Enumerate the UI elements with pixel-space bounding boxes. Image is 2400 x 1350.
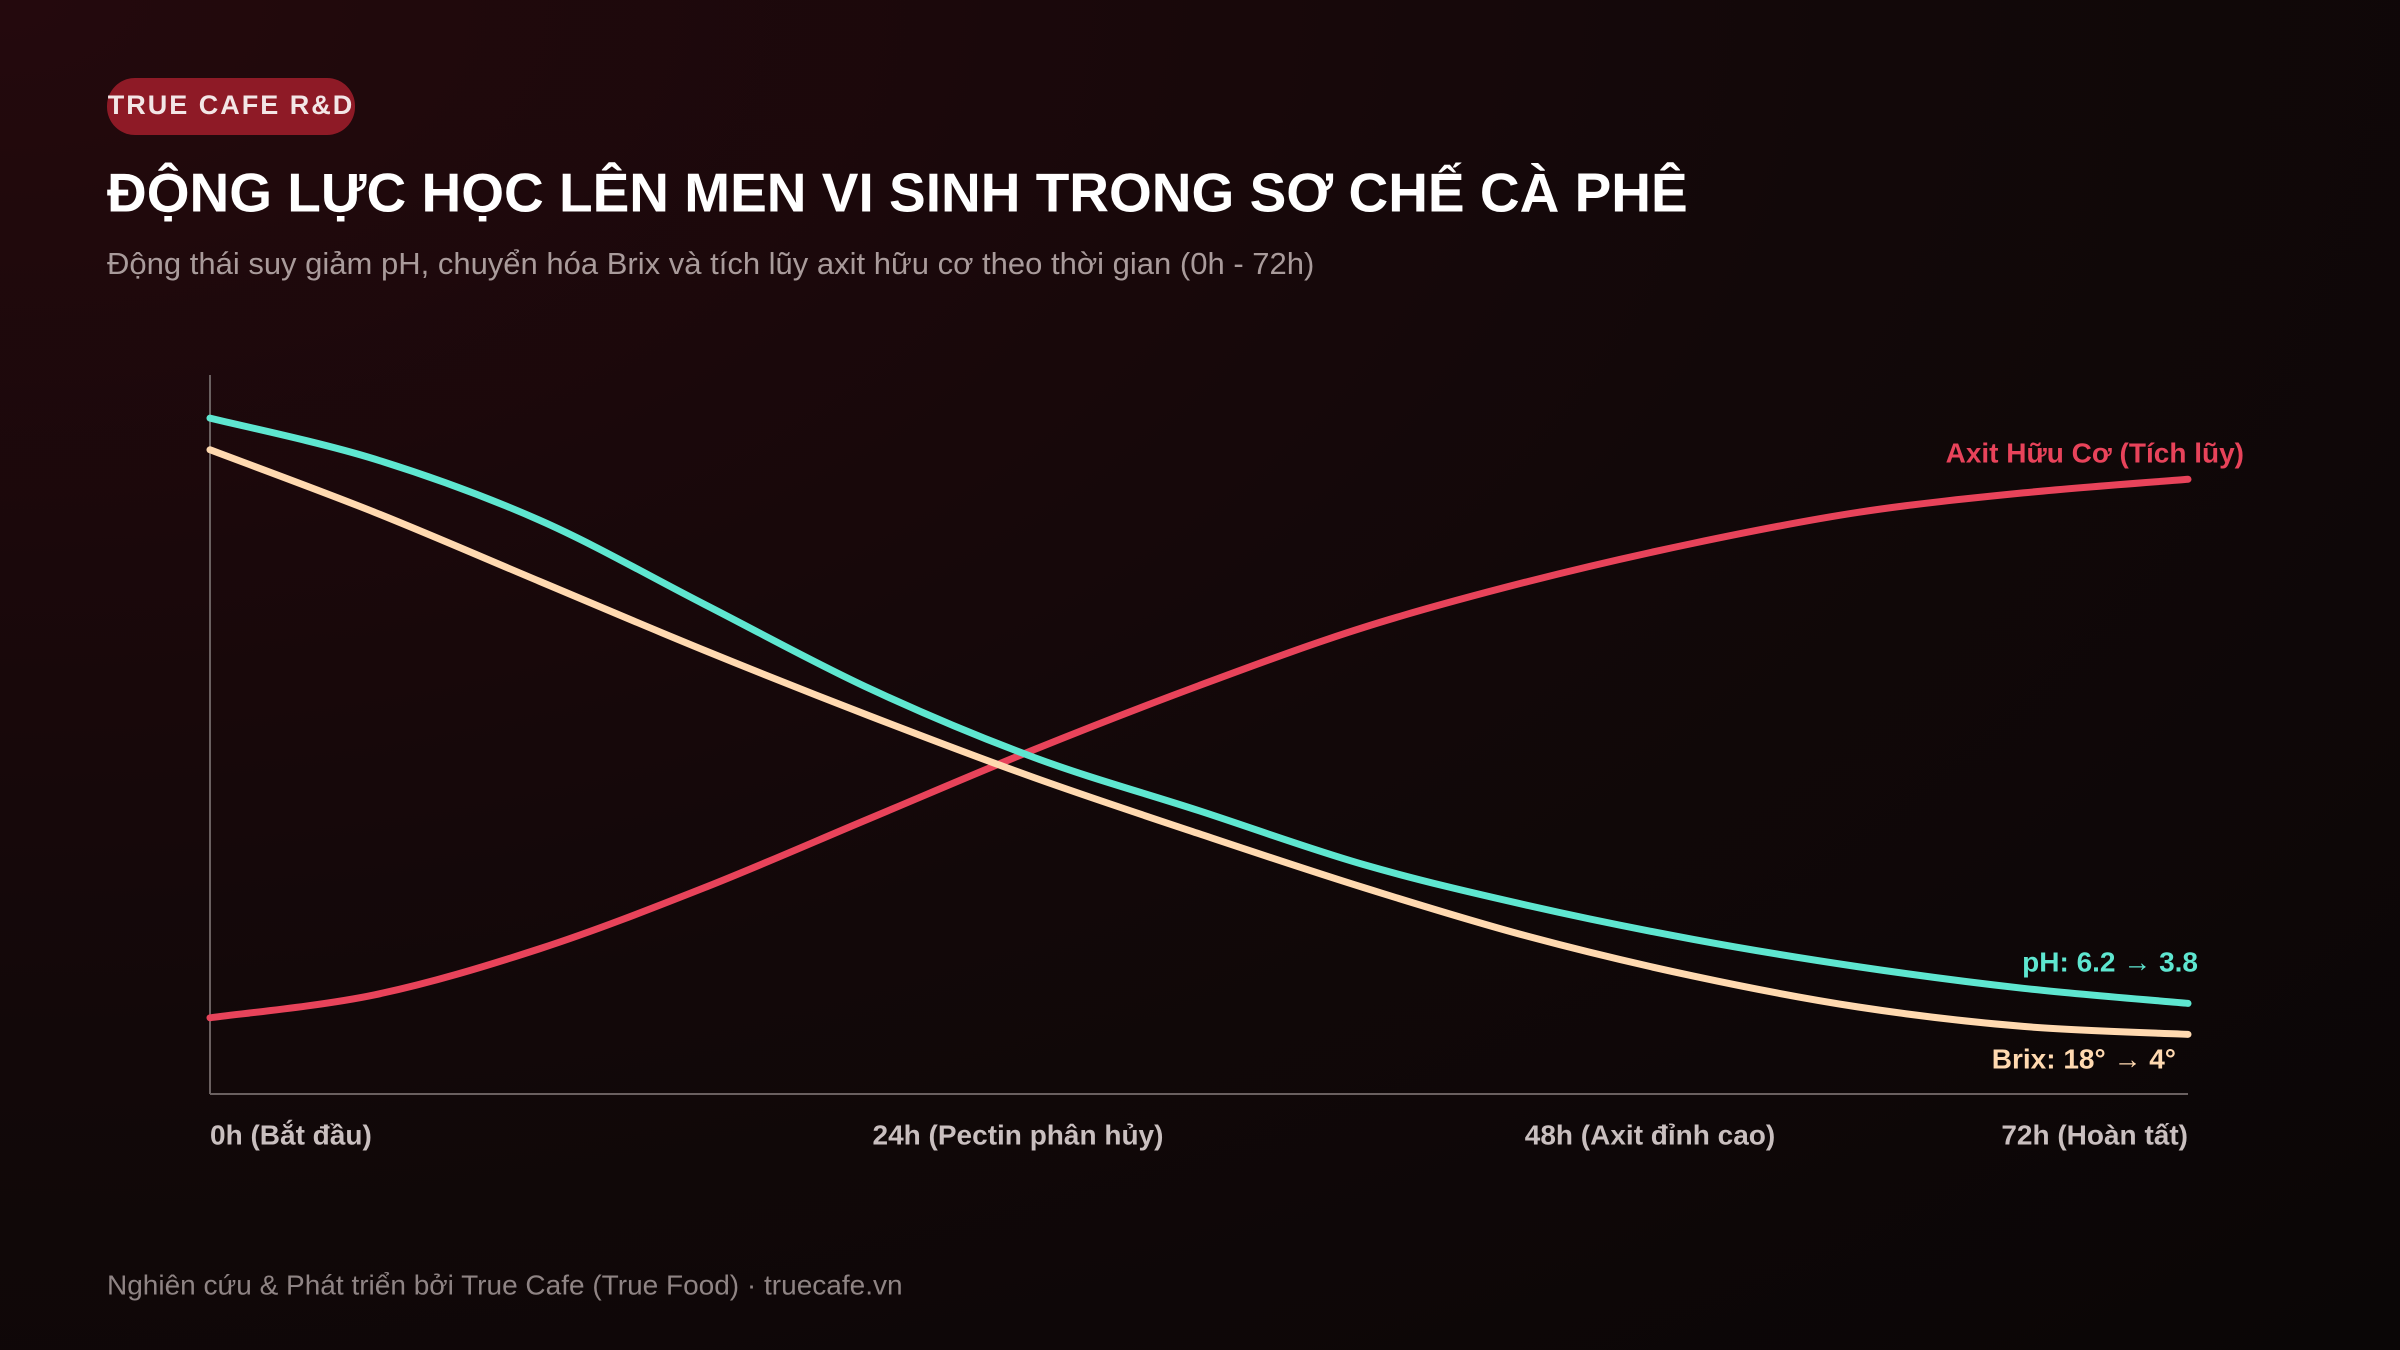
chart-title: ĐỘNG LỰC HỌC LÊN MEN VI SINH TRONG SƠ CH…	[107, 162, 1688, 224]
badge: TRUE CAFE R&D	[108, 90, 355, 120]
badge-bg	[107, 78, 355, 135]
footer: Nghiên cứu & Phát triển bởi True Cafe (T…	[107, 1269, 903, 1300]
x-axis-label: 0h (Bắt đầu)	[210, 1119, 372, 1150]
x-axis-label: 72h (Hoàn tất)	[2001, 1119, 2188, 1150]
series-line	[206, 446, 2192, 1038]
series-line	[206, 414, 2192, 1007]
x-axis-label: 48h (Axit đỉnh cao)	[1525, 1119, 1775, 1150]
x-axis-label: 24h (Pectin phân hủy)	[873, 1119, 1164, 1150]
series-line	[206, 475, 2192, 1022]
series-label: Axit Hữu Cơ (Tích lũy)	[1946, 437, 2244, 468]
series-label: Brix: 18° → 4°	[1992, 1043, 2176, 1074]
chart-subtitle: Động thái suy giảm pH, chuyển hóa Brix v…	[107, 246, 1314, 281]
series-label: pH: 6.2 → 3.8	[2022, 946, 2198, 977]
